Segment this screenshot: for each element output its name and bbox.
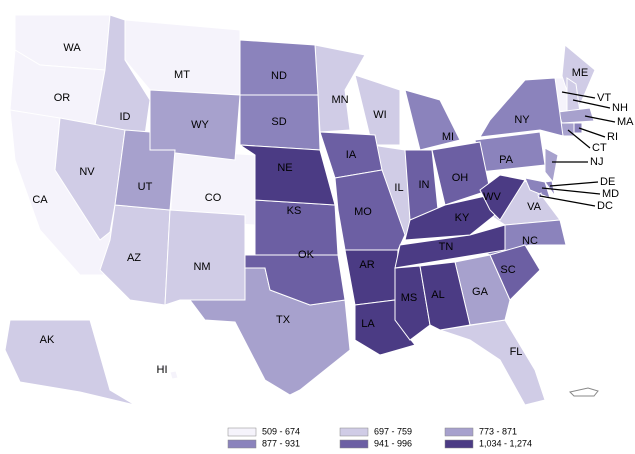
state-label: SD <box>271 116 286 128</box>
leader-line <box>584 115 616 123</box>
legend-swatch <box>227 439 257 449</box>
state-label: CO <box>205 192 222 204</box>
legend-label: 509 - 674 <box>262 426 300 436</box>
state-label: FL <box>510 346 523 358</box>
state-label: MA <box>617 116 634 128</box>
state-label: AZ <box>127 252 141 264</box>
state-label: NY <box>514 114 530 126</box>
state-label: OH <box>452 172 469 184</box>
state-shape <box>489 244 541 301</box>
state-shape <box>394 265 431 341</box>
leader-line <box>578 127 606 138</box>
state-label: NH <box>612 102 628 114</box>
state-shape <box>149 89 241 161</box>
state-label: MD <box>602 188 619 200</box>
state-label: KY <box>455 212 470 224</box>
state-label: MS <box>401 292 418 304</box>
state-shape <box>479 174 526 221</box>
state-label: WI <box>373 109 386 121</box>
state-shape <box>164 209 246 306</box>
states <box>4 14 596 406</box>
state-label: AK <box>40 334 55 346</box>
state-label: AR <box>359 259 374 271</box>
leader-line <box>561 91 596 99</box>
legend-label: 877 - 931 <box>262 438 300 448</box>
leader-line <box>539 195 596 207</box>
state-label: PA <box>499 154 514 166</box>
puerto-rico <box>569 387 599 397</box>
legend-swatch <box>444 427 474 437</box>
legend-label: 941 - 996 <box>374 438 412 448</box>
state-shape <box>394 224 506 269</box>
state-shape <box>404 89 461 151</box>
leader-line <box>541 187 601 195</box>
leader-line <box>567 129 591 149</box>
state-shape <box>238 144 336 206</box>
state-label: IN <box>419 179 430 191</box>
state-shape <box>239 39 319 96</box>
state-label: CA <box>32 194 48 206</box>
state-shape <box>94 14 151 136</box>
state-label: KS <box>287 205 302 217</box>
state-label: WY <box>191 119 209 131</box>
state-label: OK <box>298 249 315 261</box>
legend-label: 697 - 759 <box>374 426 412 436</box>
state-label: HI <box>157 364 168 376</box>
state-label: IL <box>394 182 403 194</box>
state-label: TN <box>439 241 454 253</box>
state-label: GA <box>472 286 489 298</box>
state-shape <box>479 77 564 138</box>
state-label: DC <box>597 200 613 212</box>
leader-line <box>549 181 599 187</box>
state-label: TX <box>276 314 291 326</box>
state-shape <box>159 363 167 371</box>
state-label: NE <box>277 162 292 174</box>
legend-swatch <box>339 427 369 437</box>
state-shape <box>114 129 176 211</box>
state-label: NC <box>522 235 538 247</box>
state-label: WV <box>483 191 501 203</box>
state-label: CT <box>592 142 607 154</box>
state-labels: WA OR CA MT CO VT HI ID NV AZ NM MN WI IL ME NH FL VA AK WY… <box>32 42 634 376</box>
state-label: ID <box>120 111 131 123</box>
state-label: MO <box>354 206 372 218</box>
state-label: AL <box>431 289 444 301</box>
leader-line <box>572 99 611 109</box>
state-shape <box>4 319 136 406</box>
state-shape <box>573 122 583 134</box>
legend-swatch <box>339 439 369 449</box>
state-label: MT <box>174 69 190 81</box>
state-label: ND <box>271 70 287 82</box>
state-label: NJ <box>590 156 603 168</box>
state-label: LA <box>361 318 375 330</box>
legend-swatch <box>444 439 474 449</box>
state-shape <box>419 261 471 331</box>
state-label: DE <box>600 176 615 188</box>
legend-swatch <box>227 427 257 437</box>
state-label: VT <box>597 92 611 104</box>
state-shape <box>439 319 546 406</box>
state-label: WA <box>63 42 81 54</box>
state-label: MN <box>331 94 348 106</box>
legend-label: 1,034 - 1,274 <box>479 438 532 448</box>
state-label: IA <box>346 149 357 161</box>
state-shape <box>169 370 179 380</box>
state-label: OR <box>54 92 71 104</box>
state-label: VA <box>527 201 542 213</box>
state-shape <box>244 254 346 306</box>
state-shape <box>354 74 401 146</box>
state-label: ME <box>572 67 589 79</box>
state-label: SC <box>500 264 515 276</box>
state-label: MI <box>442 131 454 143</box>
legend: 509 - 674 697 - 759 773 - 871 877 - 931 941 … <box>227 426 532 449</box>
state-label: NV <box>79 166 95 178</box>
legend-label: 773 - 871 <box>479 426 517 436</box>
state-label: NM <box>193 261 210 273</box>
state-label: RI <box>607 131 618 143</box>
state-label: UT <box>138 181 153 193</box>
